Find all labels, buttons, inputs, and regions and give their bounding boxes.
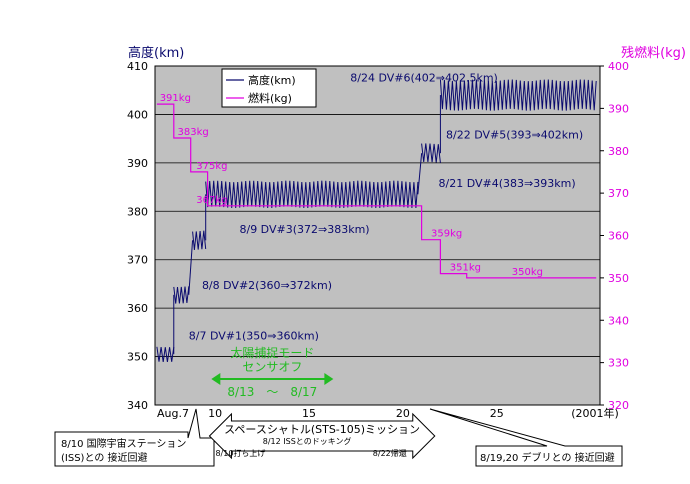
- y-tick-label-right: 330: [608, 357, 629, 370]
- y-tick-label-left: 380: [127, 205, 148, 218]
- maneuver-label: 8/21 DV#4(383⇒393km): [439, 177, 576, 190]
- y-tick-label-left: 390: [127, 157, 148, 170]
- maneuver-label: 8/24 DV#6(402⇒402.5km): [350, 71, 498, 84]
- fuel-label: 351kg: [450, 263, 481, 274]
- shuttle-return-label: 8/22帰還: [373, 448, 407, 458]
- maneuver-label: 8/9 DV#3(372⇒383km): [239, 223, 369, 236]
- altitude-transition: [417, 153, 423, 195]
- debris-callout-text: 8/19,20 デブリとの 接近回避: [480, 451, 615, 464]
- shuttle-mission-title: スペースシャトル(STS-105)ミッション: [224, 423, 420, 436]
- sun-mode-arrow-left: [211, 373, 221, 385]
- shuttle-docking-label: 8/12 ISSとのドッキング: [263, 436, 352, 446]
- fuel-label: 383kg: [178, 127, 209, 138]
- plot-area: [154, 65, 601, 406]
- y-tick-label-right: 400: [608, 60, 629, 73]
- y-tick-label-left: 360: [127, 302, 148, 315]
- y-tick-label-left: 410: [127, 60, 148, 73]
- y-tick-label-right: 380: [608, 145, 629, 158]
- iss-callout-box: [54, 408, 215, 467]
- y-tick-label-right: 340: [608, 314, 629, 327]
- iss-callout-line2: (ISS)との 接近回避: [61, 451, 148, 464]
- fuel-label: 367kg: [196, 195, 227, 206]
- shuttle-mission-arrow: [208, 412, 436, 460]
- y-tick-label-left: 340: [127, 399, 148, 412]
- altitude-segment: [156, 346, 175, 362]
- sun-mode-subtitle: センサオフ: [242, 360, 302, 374]
- legend-label-altitude: 高度(km): [248, 73, 296, 87]
- altitude-segment: [205, 180, 419, 208]
- y-tick-label-right: 390: [608, 102, 629, 115]
- maneuver-label: 8/22 DV#5(393⇒402km): [446, 129, 583, 142]
- x-tick-label: 10: [208, 407, 222, 420]
- altitude-segment: [421, 143, 441, 163]
- y-axis-right-label: 残燃料(kg): [621, 45, 686, 61]
- x-axis-year-label: (2001年): [571, 406, 619, 420]
- altitude-segment: [439, 79, 597, 111]
- maneuver-label: 8/7 DV#1(350⇒360km): [189, 330, 319, 343]
- y-tick-label-right: 350: [608, 272, 629, 285]
- legend-label-fuel: 燃料(kg): [248, 91, 292, 105]
- y-tick-label-left: 400: [127, 108, 148, 121]
- shuttle-launch-label: 8/10打ち上げ: [215, 448, 265, 458]
- x-tick-label: 15: [302, 407, 316, 420]
- fuel-label: 391kg: [160, 93, 191, 104]
- fuel-label: 350kg: [512, 267, 543, 278]
- y-tick-label-right: 370: [608, 187, 629, 200]
- iss-callout-line1: 8/10 国際宇宙ステーション: [61, 437, 186, 450]
- y-tick-label-right: 360: [608, 230, 629, 243]
- sun-mode-title: 太陽捕捉モード: [230, 345, 314, 360]
- x-tick-label: Aug.7: [157, 407, 189, 420]
- y-tick-label-left: 350: [127, 351, 148, 364]
- y-axis-left-label: 高度(km): [128, 45, 184, 61]
- sun-mode-arrow-right: [324, 373, 334, 385]
- altitude-segment: [192, 230, 207, 250]
- debris-callout-box: [429, 408, 623, 467]
- fuel-line: [156, 103, 597, 279]
- altitude-transition: [188, 240, 194, 295]
- legend-box: [221, 68, 317, 108]
- fuel-label: 359kg: [431, 229, 462, 240]
- altitude-segment: [173, 286, 190, 304]
- sun-mode-range: 8/13 ～ 8/17: [227, 385, 317, 399]
- fuel-label: 375kg: [196, 161, 227, 172]
- y-tick-label-right: 320: [608, 399, 629, 412]
- x-tick-label: 20: [396, 407, 410, 420]
- maneuver-label: 8/8 DV#2(360⇒372km): [202, 279, 332, 292]
- y-tick-label-left: 370: [127, 254, 148, 267]
- x-tick-label: 25: [490, 407, 504, 420]
